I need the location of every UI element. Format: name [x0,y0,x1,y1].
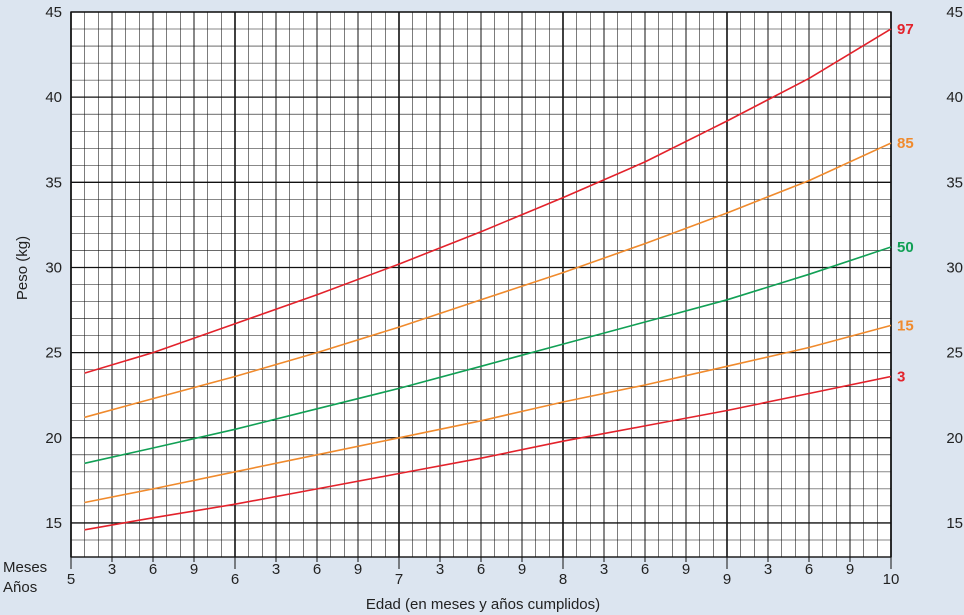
x-month-tick-label: 6 [641,561,649,578]
series-line-p50 [84,246,892,465]
x-month-tick-label: 9 [846,561,854,578]
x-year-tick-label: 8 [559,571,567,588]
x-year-tick-label: 9 [723,571,731,588]
y-tick-label-right: 25 [946,345,963,362]
series-line-p15 [84,324,892,504]
percentile-label-3: 3 [897,368,905,385]
y-tick-label-left: 20 [45,430,62,447]
percentile-label-97: 97 [897,21,914,38]
x-month-tick-label: 9 [354,561,362,578]
x-month-tick-label: 9 [682,561,690,578]
x-month-tick-label: 6 [477,561,485,578]
y-tick-label-left: 35 [45,174,62,191]
series-line-p97 [84,28,892,374]
x-year-tick-label: 7 [395,571,403,588]
percentile-label-15: 15 [897,317,914,334]
y-tick-label-right: 20 [946,430,963,447]
x-month-tick-label: 3 [272,561,280,578]
years-row-label: Años [3,579,37,596]
y-axis-title: Peso (kg) [14,236,31,300]
series-line-p85 [84,142,892,419]
series-lines [84,28,892,531]
x-year-tick-label: 6 [231,571,239,588]
y-tick-label-right: 15 [946,515,963,532]
x-month-tick-label: 9 [518,561,526,578]
x-month-tick-label: 6 [805,561,813,578]
y-tick-label-left: 30 [45,259,62,276]
x-month-tick-label: 6 [149,561,157,578]
y-tick-label-right: 30 [946,259,963,276]
x-month-tick-label: 3 [764,561,772,578]
x-month-tick-label: 3 [108,561,116,578]
y-tick-label-left: 25 [45,345,62,362]
x-month-tick-label: 3 [600,561,608,578]
y-tick-label-right: 35 [946,174,963,191]
y-tick-label-left: 40 [45,89,62,106]
months-row-label: Meses [3,559,47,576]
y-tick-label-right: 45 [946,4,963,21]
x-year-tick-label: 5 [67,571,75,588]
y-tick-label-left: 45 [45,4,62,21]
x-year-tick-label: 10 [883,571,900,588]
percentile-label-85: 85 [897,135,914,152]
x-month-tick-label: 9 [190,561,198,578]
series-line-p3 [84,375,892,531]
x-axis-title: Edad (en meses y años cumplidos) [366,596,600,613]
percentile-label-50: 50 [897,239,914,256]
y-tick-label-left: 15 [45,515,62,532]
x-month-tick-label: 3 [436,561,444,578]
x-month-tick-label: 6 [313,561,321,578]
percentile-labels: 97 85 50 15 3 [897,21,914,385]
y-tick-label-right: 40 [946,89,963,106]
grid [70,11,892,569]
